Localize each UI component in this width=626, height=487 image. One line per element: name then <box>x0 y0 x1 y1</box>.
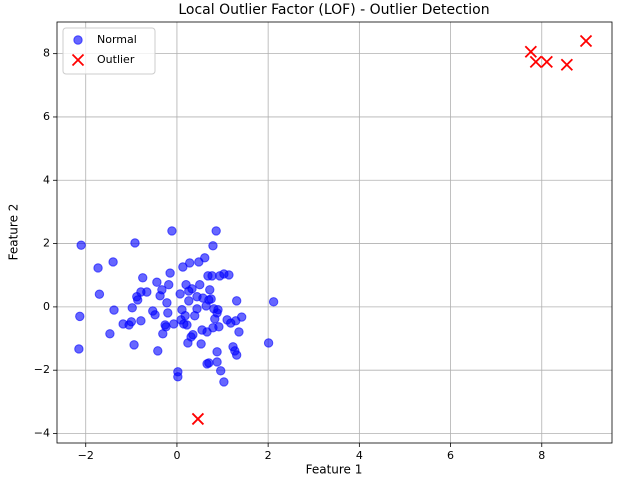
point <box>224 270 234 280</box>
point <box>162 298 172 308</box>
point <box>76 240 86 250</box>
legend-marker <box>71 53 85 67</box>
marker-stroke <box>191 412 205 426</box>
point <box>524 45 537 58</box>
point <box>136 287 146 297</box>
y-tick-label: 2 <box>43 237 50 250</box>
point <box>182 320 192 330</box>
point <box>191 412 205 426</box>
point <box>540 55 553 69</box>
point <box>195 280 205 290</box>
point <box>208 241 218 251</box>
legend-label: Outlier <box>97 53 135 66</box>
x-tick-label: 4 <box>356 449 363 462</box>
point <box>178 262 188 272</box>
point <box>164 280 174 290</box>
point <box>579 34 593 48</box>
point <box>133 295 143 305</box>
point <box>167 226 177 236</box>
point <box>127 303 137 313</box>
point <box>150 310 160 320</box>
marker-stroke <box>529 55 542 69</box>
point <box>212 347 222 357</box>
point <box>529 55 542 69</box>
marker-stroke <box>579 34 593 48</box>
point <box>152 277 162 287</box>
point <box>108 257 118 267</box>
point <box>169 319 179 329</box>
point <box>153 346 163 356</box>
x-tick-label: 2 <box>265 449 272 462</box>
legend-box <box>62 27 156 75</box>
point <box>93 263 103 273</box>
point <box>184 296 194 306</box>
point <box>207 271 217 281</box>
point <box>105 329 115 339</box>
point <box>216 366 226 376</box>
point <box>74 344 84 354</box>
x-tick-label: −2 <box>78 449 94 462</box>
point <box>560 58 573 71</box>
marker-stroke <box>524 45 537 58</box>
point <box>231 296 242 306</box>
point <box>231 350 242 360</box>
point <box>234 327 244 337</box>
y-tick-label: 8 <box>43 47 50 60</box>
marker-stroke <box>540 55 553 69</box>
point <box>109 305 119 315</box>
point <box>213 305 223 315</box>
x-tick-label: 8 <box>538 449 545 462</box>
legend-marker <box>73 35 83 45</box>
point <box>94 289 105 299</box>
point <box>268 297 279 307</box>
point <box>188 330 198 340</box>
legend-label: Normal <box>97 33 137 46</box>
point <box>263 338 274 348</box>
point <box>165 268 175 278</box>
point <box>130 238 140 248</box>
y-tick-label: 4 <box>43 173 50 186</box>
marker-stroke <box>560 58 573 71</box>
point <box>157 285 167 295</box>
point <box>212 357 222 367</box>
point <box>173 372 183 382</box>
x-tick-label: 6 <box>447 449 454 462</box>
point <box>192 304 202 314</box>
point <box>136 316 146 326</box>
point <box>204 358 214 368</box>
point <box>236 312 247 322</box>
x-tick-label: 0 <box>173 449 180 462</box>
point <box>211 226 221 236</box>
y-tick-label: 6 <box>43 110 50 123</box>
point <box>205 285 215 295</box>
point <box>185 258 195 268</box>
point <box>175 289 185 299</box>
point <box>200 253 210 263</box>
plot-frame <box>56 21 613 444</box>
point <box>75 311 85 322</box>
x-axis-label: Feature 1 <box>306 463 363 477</box>
point <box>161 322 171 332</box>
point <box>138 273 148 283</box>
y-tick-label: −4 <box>34 427 50 440</box>
point <box>163 308 173 318</box>
point <box>126 317 137 327</box>
point <box>180 311 190 321</box>
y-axis-label: Feature 2 <box>7 204 21 261</box>
marker-stroke <box>71 53 85 67</box>
y-tick-label: 0 <box>43 300 50 313</box>
chart-title: Local Outlier Factor (LOF) - Outlier Det… <box>178 2 489 18</box>
point <box>219 377 229 387</box>
point <box>187 284 197 294</box>
point <box>206 294 216 304</box>
point <box>129 340 139 350</box>
point <box>196 339 206 349</box>
y-tick-label: −2 <box>34 363 50 376</box>
point <box>214 322 224 332</box>
